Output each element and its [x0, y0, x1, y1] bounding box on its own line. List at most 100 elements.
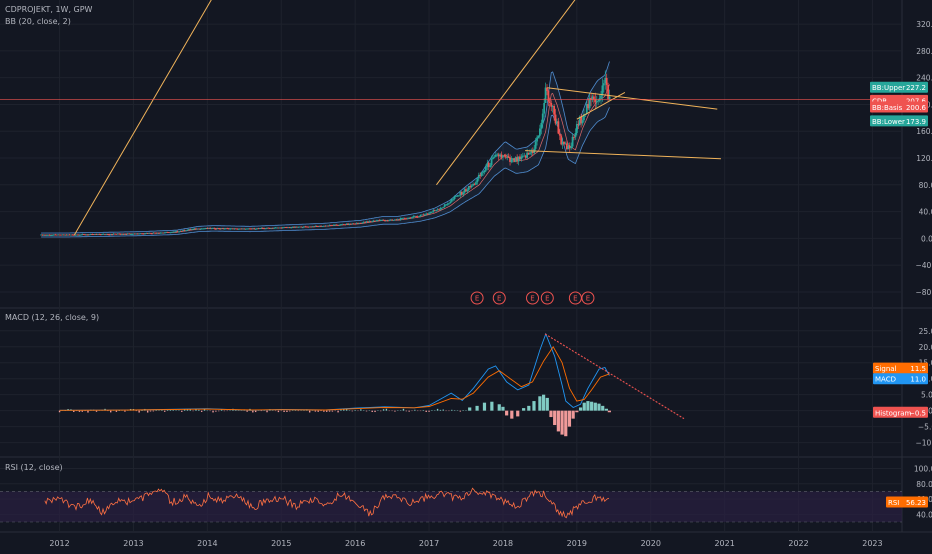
candle-body: [471, 186, 473, 187]
rsi-pane[interactable]: [0, 488, 902, 522]
candle-body: [494, 157, 496, 158]
rsi-tick-label: 80.00: [916, 480, 932, 489]
histogram-bar: [575, 411, 578, 413]
histogram-bar: [605, 409, 608, 411]
candle-body: [452, 199, 454, 200]
x-tick-label: 2013: [123, 539, 143, 548]
candle-body: [435, 210, 437, 211]
histogram-bar: [116, 411, 117, 412]
histogram-bar: [309, 411, 310, 413]
price-tick-label: 280.0: [916, 47, 932, 56]
x-tick-label: 2022: [788, 539, 808, 548]
histogram-bar: [374, 411, 375, 412]
histogram-bar: [255, 411, 256, 412]
histogram-bar: [266, 411, 267, 413]
macd-tick-label: 5.0: [921, 391, 932, 400]
candle-body: [339, 225, 341, 226]
candle-body: [542, 114, 544, 123]
histogram-bar: [59, 411, 60, 413]
candle-body: [458, 195, 460, 196]
histogram-bar: [501, 407, 504, 411]
histogram-bar: [597, 404, 600, 411]
earnings-marker-label: E: [475, 295, 479, 303]
histogram-bar: [460, 411, 461, 412]
histogram-bar: [278, 411, 279, 412]
candle-body: [447, 204, 449, 205]
candle-body: [492, 157, 494, 159]
price-tick-label: 40.0: [919, 208, 932, 217]
candle-body: [511, 159, 513, 162]
earnings-marker-label: E: [545, 295, 549, 303]
price-tick-label: 160.0: [916, 127, 932, 136]
histogram-bar: [564, 411, 567, 437]
candle-body: [570, 147, 572, 149]
histogram-bar: [583, 403, 586, 411]
histogram-bar: [532, 401, 535, 411]
x-tick-label: 2018: [493, 539, 513, 548]
candle-body: [449, 202, 451, 204]
candle-body: [491, 159, 493, 165]
histogram-bar: [572, 411, 575, 419]
candle-body: [549, 102, 551, 103]
histogram-bar: [475, 406, 478, 411]
candle-body: [482, 172, 484, 173]
bb-basis-tag-name: BB:Basis: [872, 104, 903, 112]
signal-tag-name: Signal: [875, 365, 897, 373]
macd-tick-label: 20.0: [919, 343, 932, 352]
bb-lower-tag-name: BB:Lower: [872, 118, 905, 126]
price-tick-label: 0.0: [921, 234, 932, 243]
rsi-tag-name: RSI: [888, 499, 899, 507]
histogram-bar: [568, 411, 571, 427]
histogram-bar: [124, 411, 125, 412]
histogram-bar: [553, 411, 556, 425]
histogram-bar: [153, 411, 154, 412]
histogram-bar: [201, 411, 202, 412]
histogram-bar: [440, 410, 441, 411]
candle-body: [600, 95, 602, 98]
histogram-bar: [323, 411, 324, 412]
candle-body: [548, 91, 550, 102]
histogram-bar: [181, 411, 182, 412]
histogram-bar: [586, 401, 589, 411]
histogram-bar: [318, 411, 319, 412]
histogram-bar: [173, 410, 174, 411]
candle-body: [441, 208, 443, 209]
histogram-bar: [406, 411, 407, 412]
candle-body: [253, 228, 255, 229]
histogram-bar: [468, 407, 471, 410]
histogram-bar: [96, 411, 97, 412]
histogram-bar: [283, 411, 284, 412]
histogram-bar: [579, 407, 582, 410]
candle-body: [485, 167, 487, 171]
earnings-marker-label: E: [497, 295, 501, 303]
x-tick-label: 2023: [862, 539, 882, 548]
histogram-bar: [414, 410, 415, 411]
macd-tag-name: MACD: [875, 376, 896, 384]
candle-body: [424, 215, 426, 216]
x-tick-label: 2020: [641, 539, 661, 548]
histogram-bar: [147, 411, 148, 413]
candle-body: [438, 209, 440, 210]
histogram-bar: [246, 411, 247, 412]
candle-body: [603, 83, 605, 85]
chart-title: CDPROJEKT, 1W, GPW: [5, 5, 93, 14]
x-tick-label: 2014: [197, 539, 217, 548]
histogram-bar: [560, 411, 563, 435]
candle-body: [536, 137, 538, 141]
histogram-bar: [608, 411, 611, 413]
candle-body: [597, 101, 599, 102]
bb-lower-tag-value: 173.9: [906, 118, 926, 126]
signal-tag-value: 11.5: [910, 365, 926, 373]
candle-body: [609, 96, 611, 98]
candle-body: [481, 173, 483, 176]
histogram-bar: [87, 411, 88, 413]
candle-body: [529, 153, 531, 155]
x-tick-label: 2012: [49, 539, 69, 548]
x-tick-label: 2015: [271, 539, 291, 548]
candle-body: [448, 203, 450, 204]
candle-body: [467, 190, 469, 192]
histogram-bar: [437, 409, 438, 411]
